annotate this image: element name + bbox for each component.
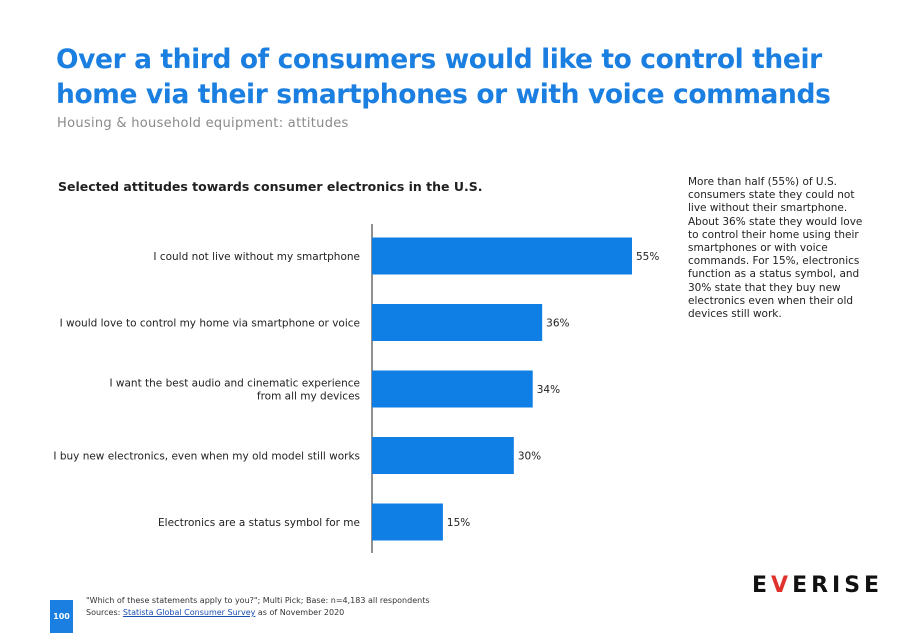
side-note: More than half (55%) of U.S. consumers s… <box>688 176 863 321</box>
value-label-3: 30% <box>518 451 541 463</box>
page-number: 100 <box>53 612 70 621</box>
value-label-4: 15% <box>447 517 470 529</box>
category-label-3: I buy new electronics, even when my old … <box>53 451 360 463</box>
value-label-1: 36% <box>546 318 569 330</box>
footnote: "Which of these statements apply to you?… <box>86 595 430 619</box>
page-number-badge: 100 <box>50 600 73 633</box>
category-label-2-0: I want the best audio and cinematic expe… <box>109 378 360 390</box>
footnote-question: "Which of these statements apply to you?… <box>86 596 430 605</box>
everise-logo: EVERISE <box>752 573 884 598</box>
category-label-4: Electronics are a status symbol for me <box>158 517 360 529</box>
page-title: Over a third of consumers would like to … <box>56 44 831 110</box>
footnote-sources-prefix: Sources: <box>86 608 123 617</box>
bar-0 <box>372 237 632 275</box>
value-label-2: 34% <box>537 384 560 396</box>
chart-title: Selected attitudes towards consumer elec… <box>58 179 483 194</box>
value-label-0: 55% <box>636 251 659 263</box>
category-label-1: I would love to control my home via smar… <box>60 318 360 330</box>
category-label-0: I could not live without my smartphone <box>153 251 360 263</box>
bar-3 <box>372 437 514 474</box>
bar-4 <box>372 503 443 541</box>
bar-2 <box>372 370 533 408</box>
page-subtitle: Housing & household equipment: attitudes <box>57 116 349 131</box>
source-link[interactable]: Statista Global Consumer Survey <box>122 608 256 617</box>
bar-1 <box>372 304 543 341</box>
footnote-sources: Sources: Statista Global Consumer Survey… <box>86 607 430 619</box>
footnote-sources-suffix: as of November 2020 <box>255 608 345 617</box>
category-label-2-1: from all my devices <box>257 391 360 403</box>
